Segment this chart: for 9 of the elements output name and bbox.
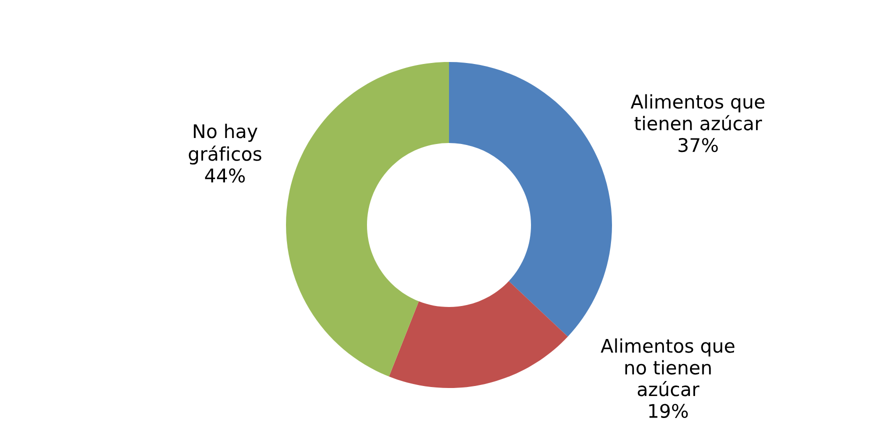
data-label: 37% [678, 138, 718, 152]
slice-label: No hay gráficos [188, 124, 262, 165]
slice-label: Alimentos que tienen azúcar [630, 94, 764, 130]
donut-slice [388, 281, 568, 388]
donut-slice [286, 62, 449, 377]
slice-label: Alimentos que no tienen azúcar [600, 338, 734, 396]
donut-slice [449, 62, 612, 337]
data-label: 44% [205, 168, 245, 183]
data-label: 19% [649, 404, 688, 418]
